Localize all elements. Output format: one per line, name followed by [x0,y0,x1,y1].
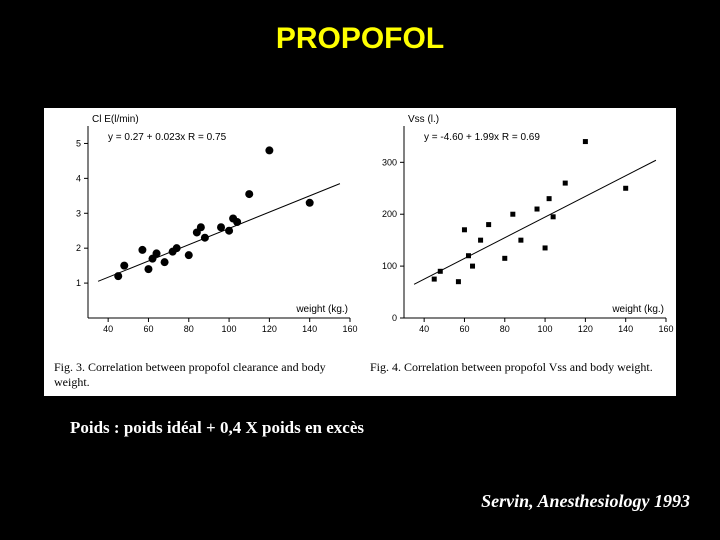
svg-text:5: 5 [76,138,81,148]
caption-row: Fig. 3. Correlation between propofol cle… [44,360,676,390]
formula-text: Poids : poids idéal + 0,4 X poids en exc… [70,418,364,438]
svg-text:Vss (l.): Vss (l.) [408,114,439,125]
svg-text:weight (kg.): weight (kg.) [611,304,664,315]
svg-text:weight (kg.): weight (kg.) [295,304,348,315]
svg-text:40: 40 [419,324,429,334]
svg-text:100: 100 [222,324,237,334]
svg-text:3: 3 [76,208,81,218]
svg-text:200: 200 [382,209,397,219]
svg-text:160: 160 [658,324,673,334]
svg-text:y = 0.27 + 0.023x R = 0.75: y = 0.27 + 0.023x R = 0.75 [108,132,227,143]
svg-text:60: 60 [143,324,153,334]
chart-left: 40 60 80 100 120 140 160 1 2 3 4 5 Cl E(l/min) y = 0.… [44,108,360,358]
svg-text:Cl E(l/min): Cl E(l/min) [92,114,139,125]
caption-right: Fig. 4. Correlation between propofol Vss… [360,360,676,390]
svg-text:1: 1 [76,278,81,288]
svg-text:2: 2 [76,243,81,253]
svg-text:120: 120 [578,324,593,334]
svg-text:140: 140 [302,324,317,334]
svg-text:140: 140 [618,324,633,334]
caption-left: Fig. 3. Correlation between propofol cle… [44,360,360,390]
svg-text:60: 60 [459,324,469,334]
chart-right-wrap: 40 60 80 100 120 140 160 0 100 200 300 Vss (l.) y = … [360,108,676,396]
svg-text:100: 100 [538,324,553,334]
figure-panel: 40 60 80 100 120 140 160 1 2 3 4 5 Cl E(l/min) y = 0.… [44,108,676,396]
svg-text:0: 0 [392,313,397,323]
svg-text:80: 80 [500,324,510,334]
svg-text:y = -4.60 + 1.99x R = 0.69: y = -4.60 + 1.99x R = 0.69 [424,132,540,143]
svg-text:40: 40 [103,324,113,334]
citation-text: Servin, Anesthesiology 1993 [481,491,690,512]
svg-text:160: 160 [342,324,357,334]
svg-text:4: 4 [76,173,81,183]
svg-text:120: 120 [262,324,277,334]
chart-left-wrap: 40 60 80 100 120 140 160 1 2 3 4 5 Cl E(l/min) y = 0.… [44,108,360,396]
svg-text:300: 300 [382,157,397,167]
page-title: PROPOFOL [0,0,720,56]
svg-text:80: 80 [184,324,194,334]
chart-right: 40 60 80 100 120 140 160 0 100 200 300 Vss (l.) y = … [360,108,676,358]
svg-text:100: 100 [382,261,397,271]
